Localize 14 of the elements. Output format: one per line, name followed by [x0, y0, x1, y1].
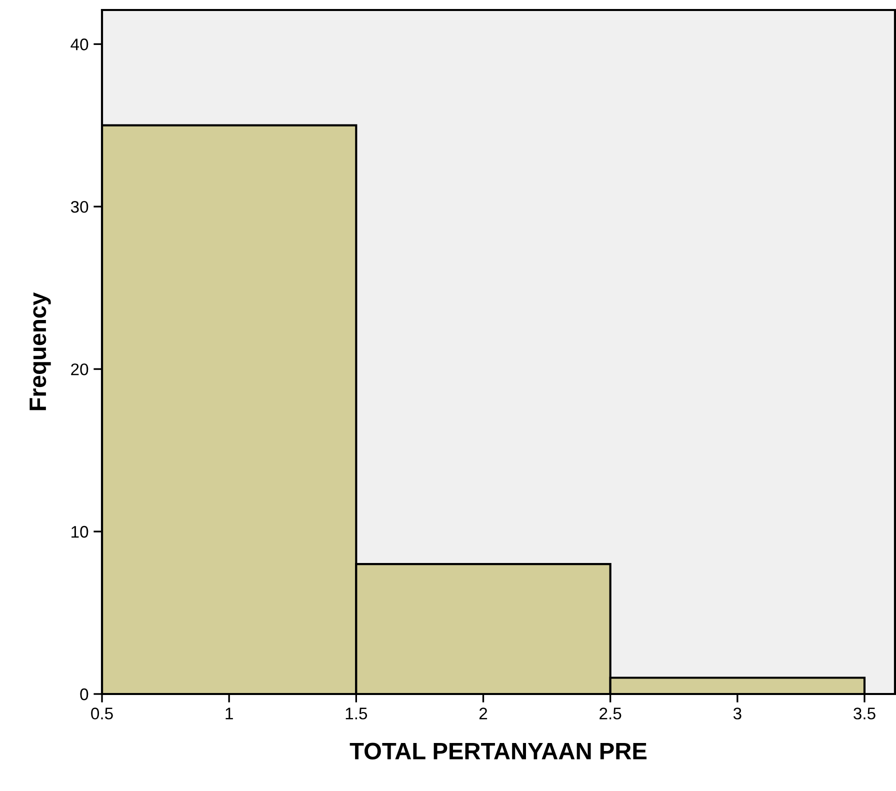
y-tick-label: 30 — [70, 200, 88, 213]
x-tick-label: 2.5 — [600, 708, 622, 720]
x-axis-title: TOTAL PERTANYAAN PRE — [350, 742, 647, 760]
x-tick-label: 1 — [226, 708, 233, 720]
y-tick-label: 10 — [72, 526, 88, 538]
x-tick-label: 2 — [479, 708, 488, 720]
y-tick-label: 0 — [80, 688, 88, 700]
y-axis-title: Frequency — [30, 292, 51, 410]
x-tick-label: 1.5 — [346, 708, 368, 720]
x-tick-label: 0.5 — [91, 708, 113, 720]
y-tick-label: 20 — [71, 363, 88, 376]
y-tick-label: 40 — [70, 38, 88, 50]
x-tick-label: 3.5 — [854, 708, 876, 720]
x-tick-label: 3 — [733, 708, 742, 720]
